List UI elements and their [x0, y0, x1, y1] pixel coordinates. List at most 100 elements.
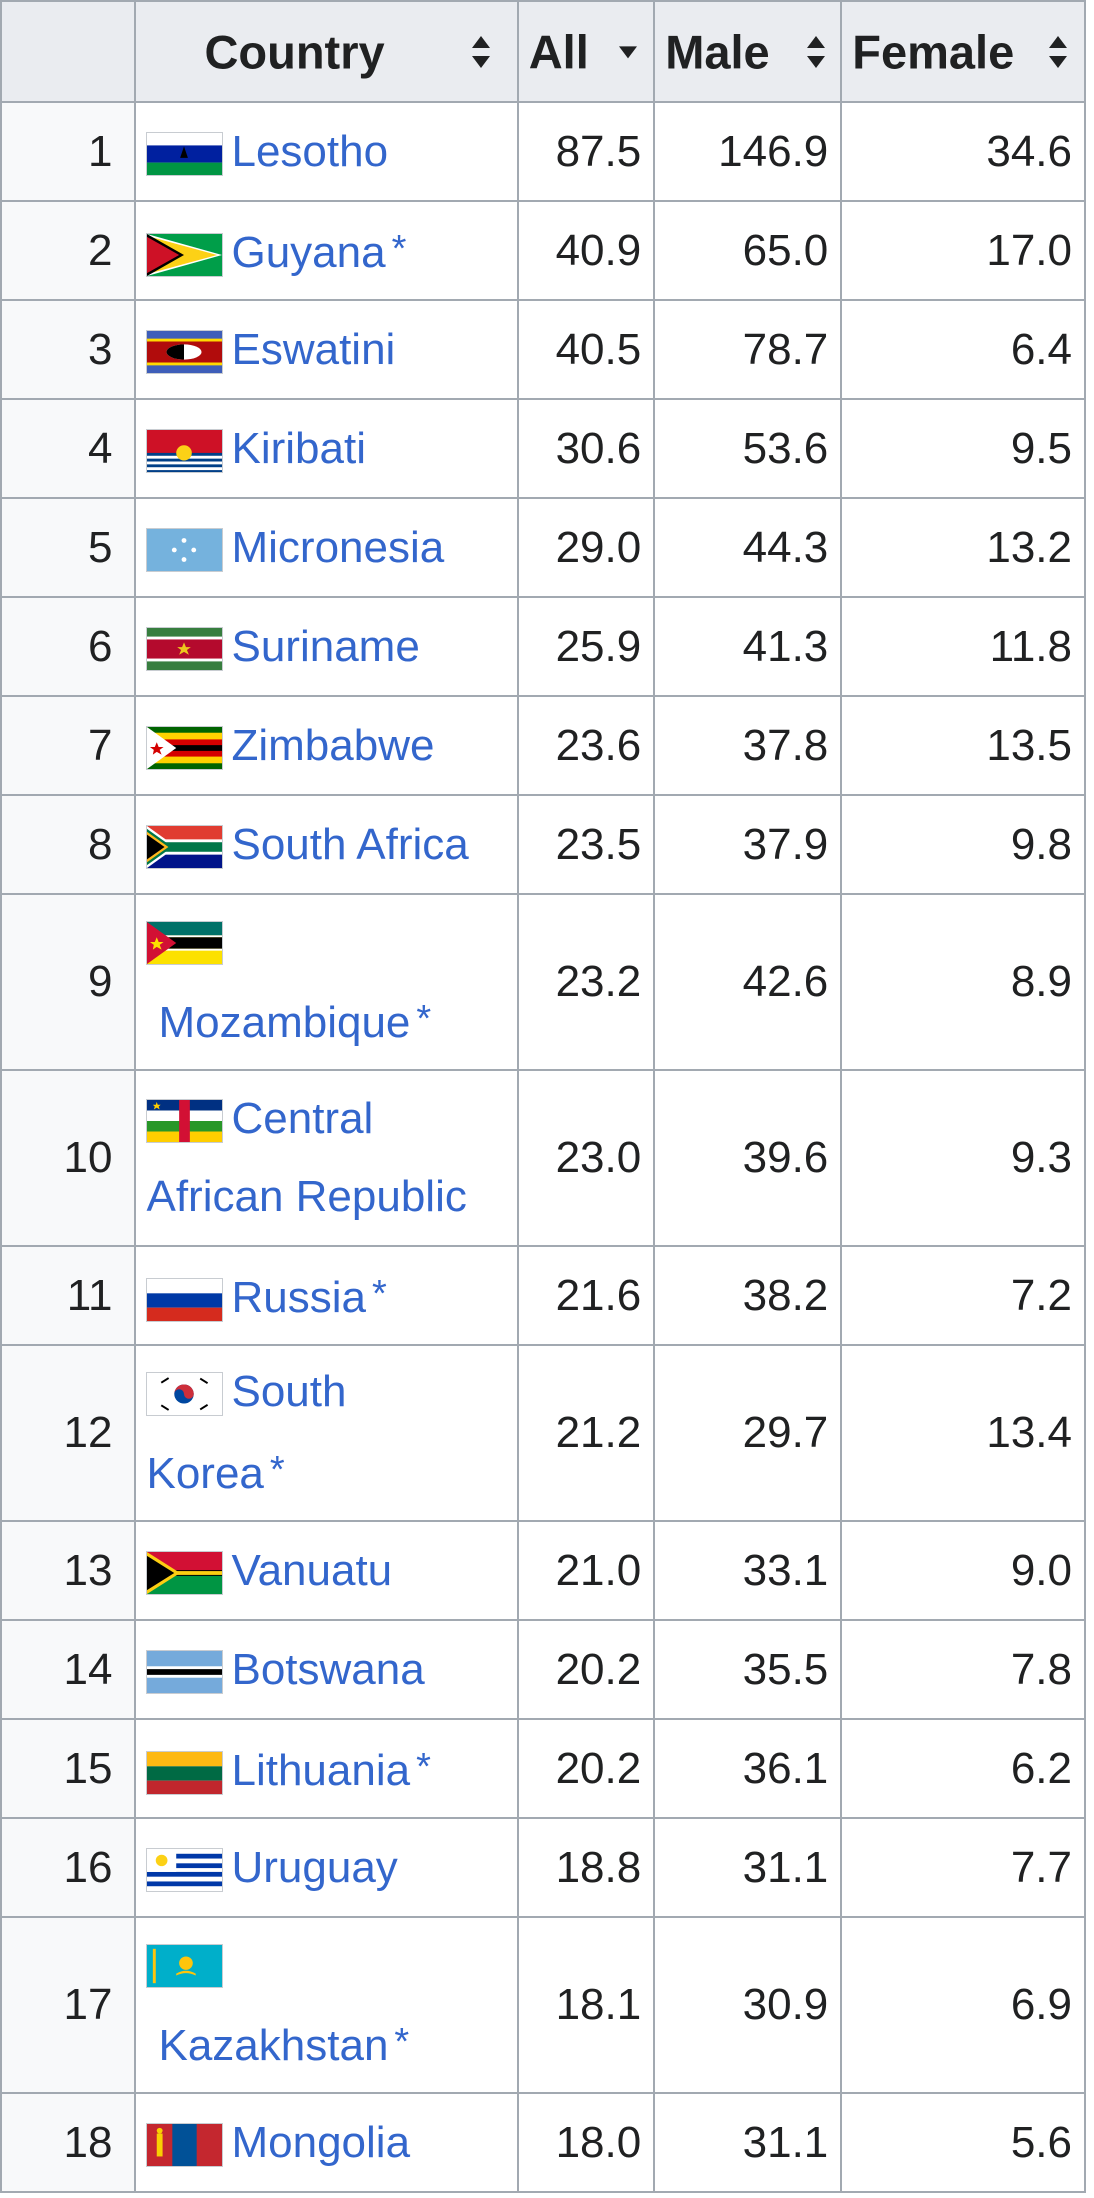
country-link[interactable]: Eswatini — [231, 324, 396, 374]
female-cell: 11.8 — [840, 596, 1086, 697]
footnote-mark[interactable]: * — [269, 1449, 285, 1491]
rank-cell: 6 — [0, 596, 137, 697]
all-cell: 23.5 — [516, 794, 656, 895]
country-link[interactable]: Vanuatu — [231, 1545, 393, 1595]
country-cell: Suriname — [134, 596, 519, 697]
male-cell: 78.7 — [653, 299, 843, 400]
footnote-mark[interactable]: * — [371, 1272, 387, 1315]
rank-cell: 12 — [0, 1344, 137, 1522]
table-row: 1 Lesotho 87.5 146.9 34.6 — [0, 101, 1086, 202]
country-link[interactable]: Zimbabwe — [231, 720, 435, 770]
all-cell: 40.9 — [516, 200, 656, 301]
country-link[interactable]: Kiribati — [231, 423, 366, 473]
country-link[interactable]: Mozambique — [158, 998, 411, 1047]
male-cell: 36.1 — [653, 1718, 843, 1819]
table-row: 14 Botswana 20.2 35.5 7.8 — [0, 1619, 1086, 1720]
country-cell: Vanuatu — [134, 1520, 519, 1621]
male-cell: 39.6 — [653, 1069, 843, 1247]
country-link[interactable]: Lithuania — [231, 1745, 411, 1795]
all-cell: 30.6 — [516, 398, 656, 499]
footnote-mark[interactable]: * — [391, 227, 407, 270]
table-row: 6 Suriname 25.9 41.3 11.8 — [0, 596, 1086, 697]
all-cell: 21.0 — [516, 1520, 656, 1621]
table-row: 5 Micronesia 29.0 44.3 13.2 — [0, 497, 1086, 598]
all-cell: 29.0 — [516, 497, 656, 598]
footnote-mark[interactable]: * — [416, 1745, 431, 1788]
table-row: 4 Kiribati 30.6 53.6 9.5 — [0, 398, 1086, 499]
sort-descending-icon[interactable] — [617, 45, 639, 60]
kazakhstan-flag-icon — [146, 1944, 224, 1989]
country-link[interactable]: Micronesia — [231, 522, 445, 572]
rank-cell: 9 — [0, 893, 137, 1071]
country-cell: Zimbabwe — [134, 695, 519, 796]
sort-both-icon[interactable] — [470, 35, 492, 68]
table-row: 12 South Korea * 21.2 29.7 13.4 — [0, 1344, 1086, 1522]
male-cell: 29.7 — [653, 1344, 843, 1522]
all-cell: 21.2 — [516, 1344, 656, 1522]
table-row: 17 Kazakhstan * 18.1 30.9 6.9 — [0, 1916, 1086, 2094]
rank-cell: 18 — [0, 2092, 137, 2193]
female-cell: 34.6 — [840, 101, 1086, 202]
rank-cell: 4 — [0, 398, 137, 499]
rank-cell: 11 — [0, 1245, 137, 1346]
table-row: 9 Mozambique * 23.2 42.6 8.9 — [0, 893, 1086, 1071]
country-link[interactable]: South — [231, 1367, 347, 1416]
male-cell: 33.1 — [653, 1520, 843, 1621]
south-korea-flag-icon — [146, 1372, 224, 1417]
kiribati-flag-icon — [146, 428, 224, 473]
country-link[interactable]: Botswana — [231, 1644, 425, 1694]
table-row: 3 Eswatini 40.5 78.7 6.4 — [0, 299, 1086, 400]
country-link[interactable]: Guyana — [231, 227, 386, 277]
country-link[interactable]: Kazakhstan — [158, 2021, 389, 2070]
female-cell: 6.2 — [840, 1718, 1086, 1819]
all-cell: 40.5 — [516, 299, 656, 400]
female-cell: 9.0 — [840, 1520, 1086, 1621]
male-cell: 44.3 — [653, 497, 843, 598]
suriname-flag-icon — [146, 626, 224, 671]
country-cell: Lesotho — [134, 101, 519, 202]
male-cell: 42.6 — [653, 893, 843, 1071]
male-cell: 65.0 — [653, 200, 843, 301]
all-cell: 20.2 — [516, 1718, 656, 1819]
country-cell: Botswana — [134, 1619, 519, 1720]
sort-both-icon[interactable] — [805, 35, 827, 68]
country-link[interactable]: Korea — [146, 1449, 264, 1498]
all-header[interactable]: All — [516, 0, 656, 103]
footnote-mark[interactable]: * — [416, 998, 432, 1040]
rank-cell: 2 — [0, 200, 137, 301]
sort-both-icon[interactable] — [1047, 35, 1069, 68]
male-cell: 53.6 — [653, 398, 843, 499]
rank-cell: 5 — [0, 497, 137, 598]
rank-cell: 8 — [0, 794, 137, 895]
country-cell: Kazakhstan * — [134, 1916, 519, 2094]
female-header[interactable]: Female — [840, 0, 1086, 103]
table-row: 7 Zimbabwe 23.6 37.8 13.5 — [0, 695, 1086, 796]
all-cell: 23.2 — [516, 893, 656, 1071]
table-row: 18 Mongolia 18.0 31.1 5.6 — [0, 2092, 1086, 2193]
country-link[interactable]: South Africa — [231, 819, 469, 869]
country-link[interactable]: Mongolia — [231, 2117, 411, 2167]
female-cell: 5.6 — [840, 2092, 1086, 2193]
country-link[interactable]: Lesotho — [231, 126, 389, 176]
footnote-mark[interactable]: * — [394, 2021, 410, 2063]
female-cell: 6.9 — [840, 1916, 1086, 2094]
header-row: Country All Male Female — [0, 0, 1086, 103]
country-link[interactable]: Central — [231, 1094, 374, 1143]
rank-cell: 14 — [0, 1619, 137, 1720]
female-cell: 9.8 — [840, 794, 1086, 895]
rank-cell: 10 — [0, 1069, 137, 1247]
mozambique-flag-icon — [146, 921, 224, 966]
male-cell: 31.1 — [653, 2092, 843, 2193]
country-link[interactable]: Suriname — [231, 621, 420, 671]
female-cell: 7.7 — [840, 1817, 1086, 1918]
country-link[interactable]: Russia — [231, 1272, 366, 1322]
male-header[interactable]: Male — [653, 0, 843, 103]
country-link[interactable]: Uruguay — [231, 1842, 398, 1892]
country-header[interactable]: Country — [134, 0, 519, 103]
country-link[interactable]: African Republic — [146, 1172, 467, 1221]
rank-cell: 3 — [0, 299, 137, 400]
country-cell: Lithuania * — [134, 1718, 519, 1819]
country-cell: South Africa — [134, 794, 519, 895]
guyana-flag-icon — [146, 232, 224, 277]
